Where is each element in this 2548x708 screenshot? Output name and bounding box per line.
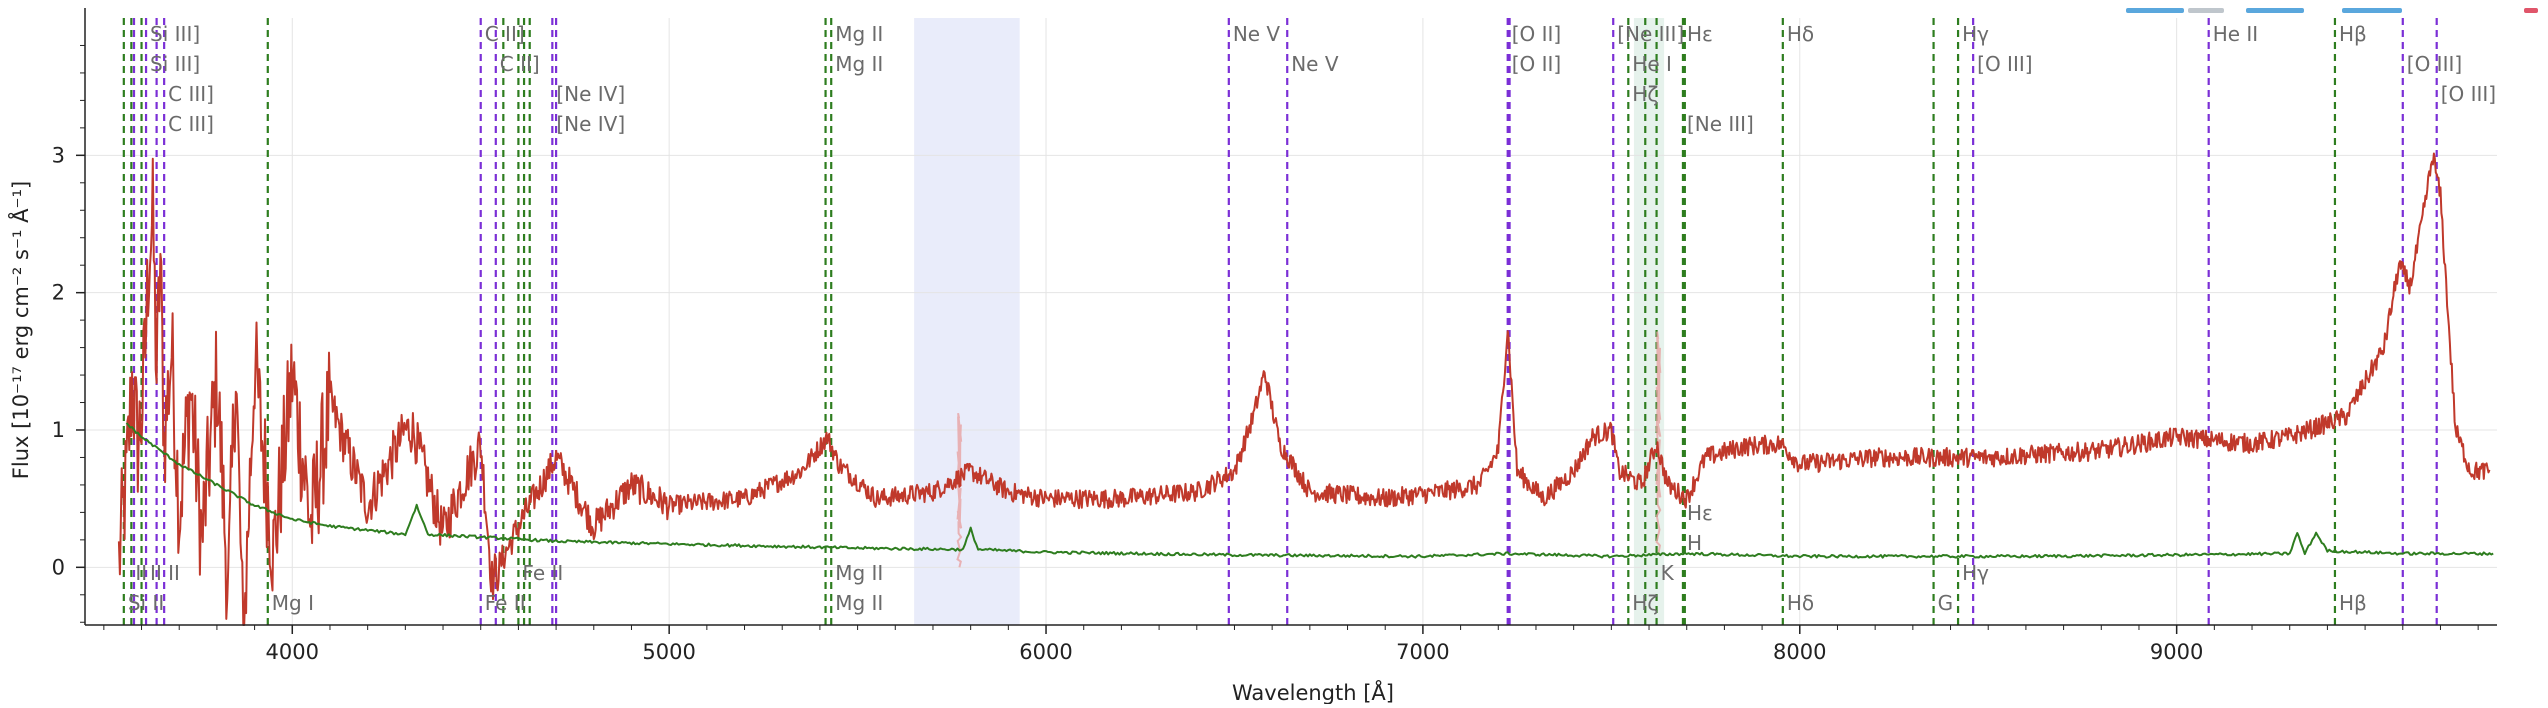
marker-label-bottom: Fe II [522,561,563,585]
marker-label-top: [Ne III] [1687,112,1754,136]
marker-label-top: Hζ [1632,82,1658,106]
marker-label-bottom: Mg I [272,591,314,615]
x-tick-label: 8000 [1773,640,1826,664]
toolbar-tool-4[interactable] [2342,8,2402,13]
faint-feature-1 [1655,331,1662,554]
marker-label-top: Ne V [1233,22,1281,46]
marker-label-bottom: Mg II [835,591,883,615]
x-tick-label: 5000 [642,640,695,664]
x-tick-label: 6000 [1019,640,1072,664]
shaded-band-0 [914,18,1020,625]
shaded-bands [914,18,1665,625]
marker-label-bottom: II [135,561,147,585]
marker-label-top: [O III] [1977,52,2032,76]
marker-label-top: Mg II [835,52,883,76]
y-tick-label: 2 [52,281,65,305]
marker-label-top: [Ne IV] [556,112,625,136]
marker-label-bottom: H [1687,531,1702,555]
series-line-1 [125,422,2494,559]
shaded-band-1 [1633,18,1665,625]
faint-features [956,331,1662,568]
y-tick-label: 1 [52,418,65,442]
marker-label-top: [O III] [2441,82,2496,106]
toolbar-close-icon[interactable] [2524,8,2538,13]
marker-label-bottom: K [1661,561,1675,585]
marker-label-top: [Ne III] [1617,22,1684,46]
marker-label-top: [O III] [2407,52,2462,76]
marker-label-top: He II [2213,22,2259,46]
marker-label-bottom: Hζ [1632,591,1658,615]
grid-lines [85,18,2497,625]
axes: 4000 5000 6000 7000 8000 9000 0 1 2 3 [52,8,2497,664]
marker-label-top: C II] [485,22,525,46]
series-line-0 [117,152,2491,626]
toolbar-tool-2[interactable] [2188,8,2224,13]
marker-label-top: [O II] [1512,52,1562,76]
x-tick-label: 9000 [2150,640,2203,664]
marker-label-bottom: Si II [128,591,164,615]
faint-feature-0 [956,413,963,568]
y-tick-label: 0 [52,555,65,579]
marker-label-top: He I [1632,52,1672,76]
marker-label-bottom: Hβ [2339,591,2367,615]
marker-label-bottom: Hδ [1787,591,1814,615]
x-tick-label: 7000 [1396,640,1449,664]
marker-label-top: C III] [168,112,214,136]
line-markers [122,18,2438,625]
marker-label-top: C II] [500,52,540,76]
marker-label-top: Hγ [1962,22,1989,46]
x-tick-label: 4000 [266,640,319,664]
series-lines [117,152,2494,626]
marker-label-bottom: II [150,561,162,585]
y-axis-label: Flux [10⁻¹⁷ erg cm⁻² s⁻¹ Å⁻¹] [7,181,33,479]
marker-label-bottom: II [168,561,180,585]
marker-label-top: Ne V [1291,52,1339,76]
marker-label-top: Si III] [150,22,200,46]
marker-label-top: C III] [168,82,214,106]
marker-label-bottom: Hε [1687,501,1713,525]
toolbar-tool-3[interactable] [2246,8,2304,13]
toolbar-tool-1[interactable] [2126,8,2184,13]
x-axis-label: Wavelength [Å] [1232,679,1394,704]
marker-label-top: Si III] [150,52,200,76]
marker-label-top: Hε [1687,22,1713,46]
marker-label-bottom: Hγ [1962,561,1989,585]
marker-label-bottom: Mg II [835,561,883,585]
y-tick-label: 3 [52,143,65,167]
marker-label-top: [Ne IV] [556,82,625,106]
marker-label-top: [O II] [1512,22,1562,46]
marker-label-top: Mg II [835,22,883,46]
marker-label-bottom: Fe II [485,591,526,615]
marker-label-bottom: G [1938,591,1954,615]
marker-label-top: Hβ [2339,22,2367,46]
marker-label-top: Hδ [1787,22,1814,46]
